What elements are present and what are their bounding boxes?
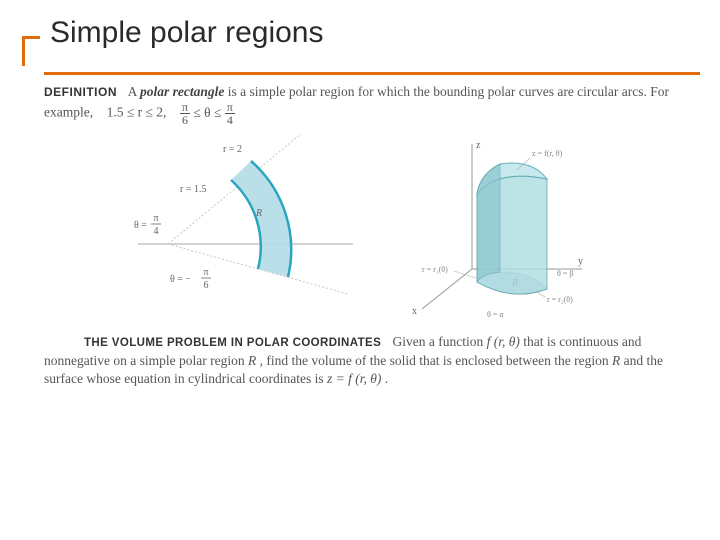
- x-axis-label: x: [412, 306, 417, 317]
- y-axis-label: y: [578, 256, 583, 267]
- ineq-mid: ≤ θ ≤: [193, 105, 221, 120]
- label-theta-upper-eq: θ =: [134, 220, 147, 231]
- label-theta-lower-den: 6: [204, 280, 209, 291]
- surface-eq-label: z = f(r, θ): [532, 149, 563, 158]
- frac-pi-6: π6: [180, 101, 190, 126]
- def-term: polar rectangle: [140, 84, 224, 99]
- vol-eq: z = f (r, θ): [327, 371, 381, 386]
- volume-svg: z y x R z = f(: [382, 134, 592, 324]
- inequality-theta: π6 ≤ θ ≤ π4: [180, 105, 235, 120]
- vol-text3: , find the volume of the solid that is e…: [260, 353, 612, 368]
- page-title: Simple polar regions: [50, 16, 323, 50]
- content: DEFINITION A polar rectangle is a simple…: [0, 75, 720, 388]
- label-theta-lower-eq: θ = −: [170, 274, 191, 285]
- label-theta-upper-pi: π: [153, 213, 158, 224]
- label-r2: r = 2: [223, 144, 242, 155]
- figure-polar-rectangle: R r = 2 r = 1.5 θ = π 4 θ = − π 6: [128, 134, 358, 329]
- header: Simple polar regions: [0, 0, 720, 72]
- vol-period: .: [385, 371, 388, 386]
- figures-row: R r = 2 r = 1.5 θ = π 4 θ = − π 6: [44, 134, 676, 329]
- definition-label: DEFINITION: [44, 85, 117, 99]
- region-label-R: R: [255, 208, 262, 219]
- theta-beta-label: θ = β: [557, 269, 573, 278]
- r2-leader: [537, 292, 545, 297]
- accent-tick: [22, 36, 40, 66]
- definition-paragraph: DEFINITION A polar rectangle is a simple…: [44, 83, 676, 126]
- def-text-before: A: [128, 84, 140, 99]
- label-theta-lower-pi: π: [203, 267, 208, 278]
- label-r15: r = 1.5: [180, 184, 206, 195]
- theta-alpha-label: θ = α: [487, 310, 504, 319]
- r1-label: r = r₁(θ): [422, 265, 448, 274]
- slide: Simple polar regions DEFINITION A polar …: [0, 0, 720, 540]
- frac-pi-4: π4: [225, 101, 235, 126]
- inequality-r: 1.5 ≤ r ≤ 2,: [107, 105, 167, 120]
- volume-label: THE VOLUME PROBLEM IN POLAR COORDINATES: [84, 337, 381, 349]
- x-axis-line-3d: [422, 269, 472, 309]
- z-axis-label: z: [476, 140, 481, 151]
- vol-R2: R: [612, 353, 620, 368]
- vol-text1: Given a function: [393, 334, 487, 349]
- vol-R1: R: [248, 353, 256, 368]
- polar-rect-svg: R r = 2 r = 1.5 θ = π 4 θ = − π 6: [128, 134, 358, 304]
- r2-label: r = r₂(θ): [547, 295, 573, 304]
- vol-func: f (r, θ): [487, 334, 520, 349]
- label-theta-upper-den: 4: [154, 226, 159, 237]
- r1-leader: [454, 271, 476, 278]
- figure-volume-solid: z y x R z = f(: [382, 134, 592, 329]
- volume-paragraph: THE VOLUME PROBLEM IN POLAR COORDINATES …: [44, 333, 676, 388]
